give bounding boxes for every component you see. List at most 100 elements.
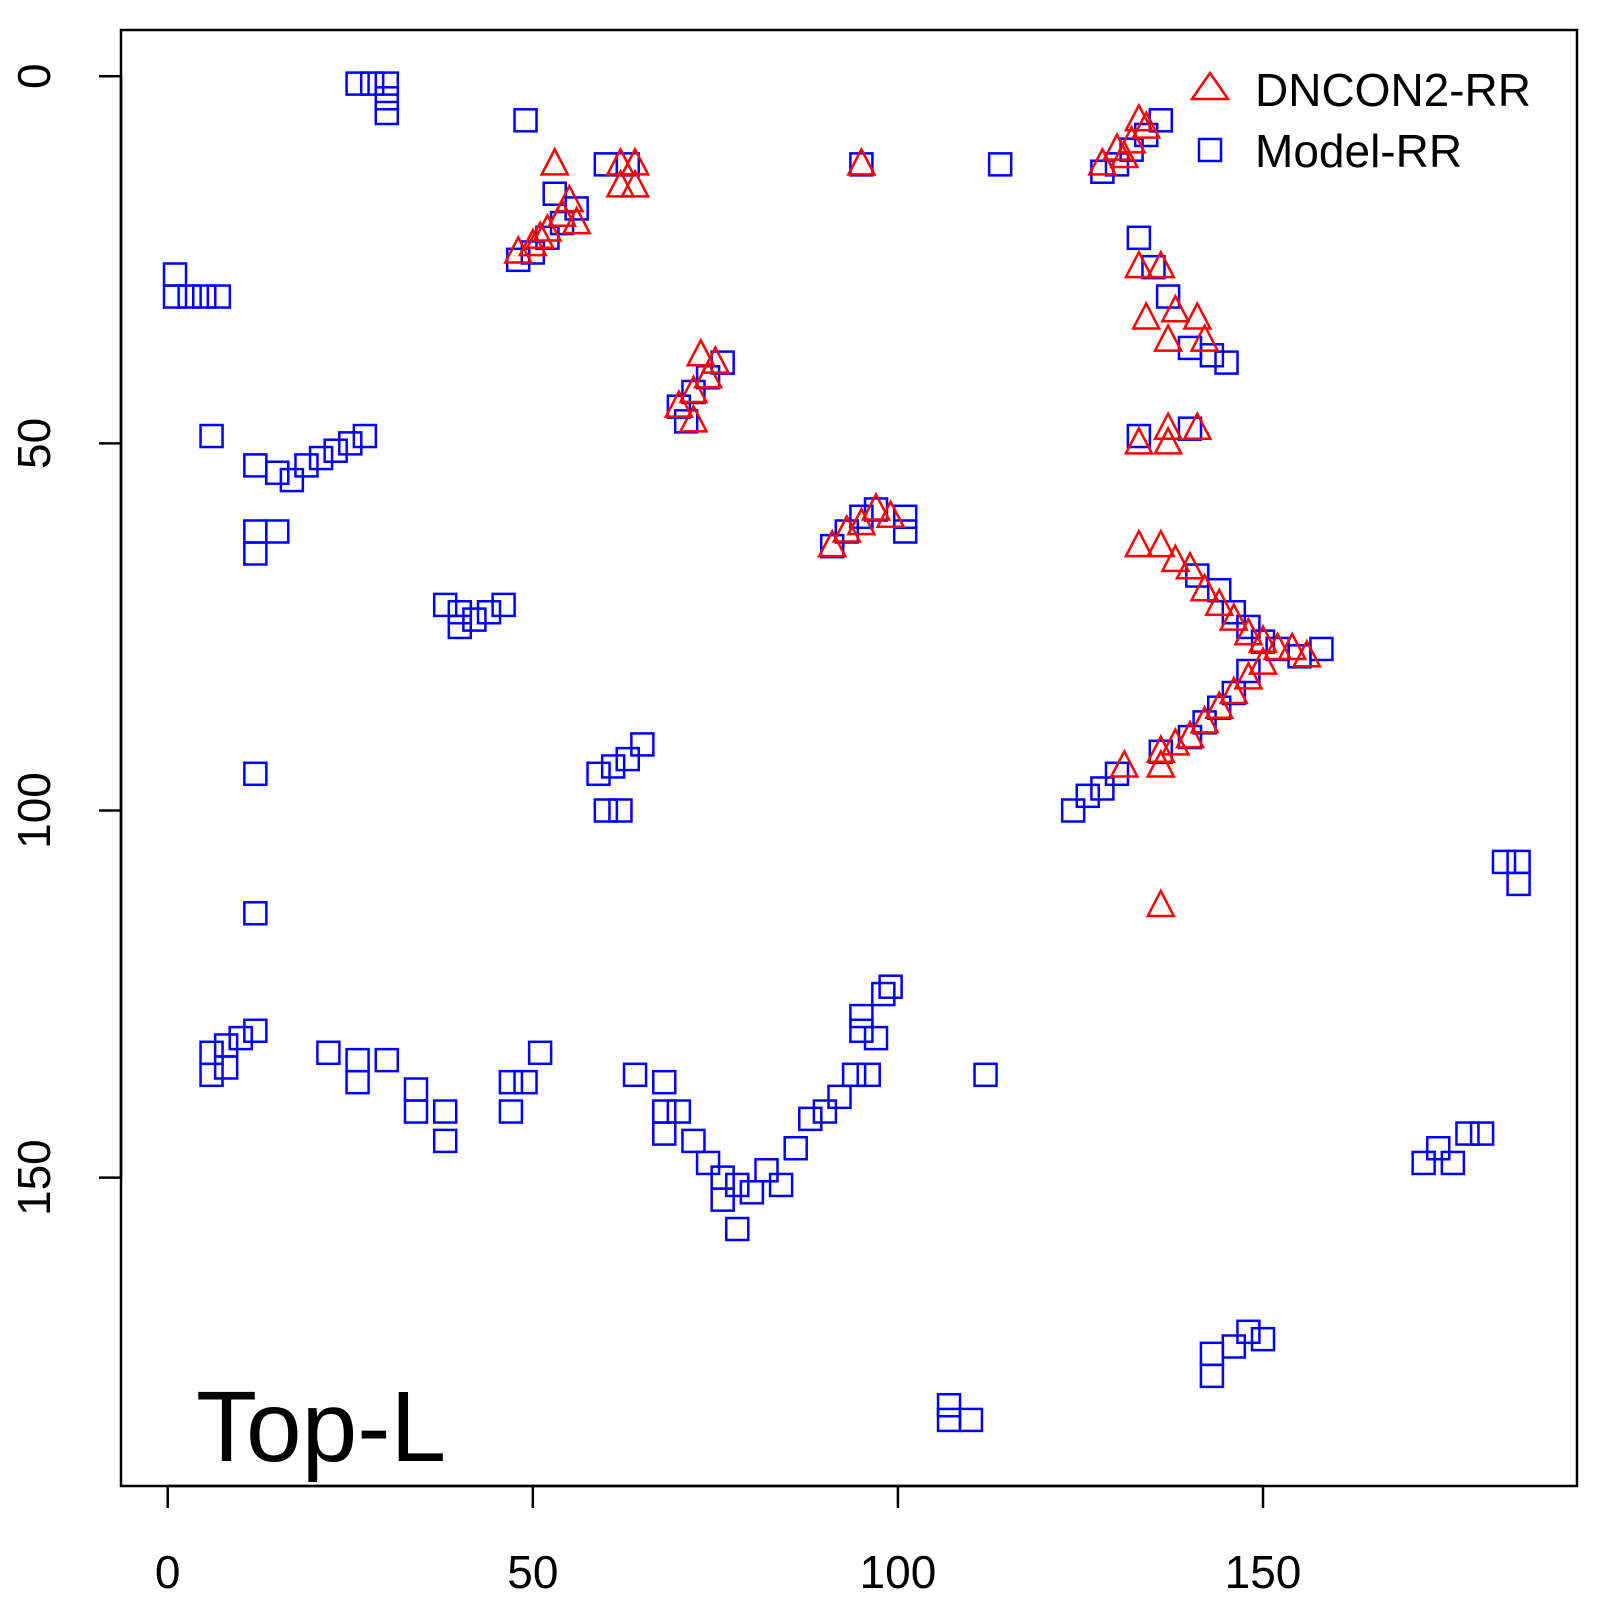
data-point-dncon2-rr xyxy=(1145,249,1176,279)
data-point-dncon2-rr xyxy=(1153,322,1184,352)
legend-label-model-rr: Model-RR xyxy=(1255,125,1462,177)
data-point-model-rr xyxy=(987,152,1013,177)
data-point-dncon2-rr xyxy=(1189,322,1220,352)
data-point-model-rr xyxy=(491,592,516,618)
data-point-dncon2-rr xyxy=(1247,623,1279,653)
data-point-model-rr xyxy=(878,974,903,999)
data-point-model-rr xyxy=(527,1040,553,1066)
data-point-dncon2-rr xyxy=(619,146,651,176)
data-point-dncon2-rr xyxy=(1218,675,1249,705)
data-point-model-rr xyxy=(432,592,458,618)
data-point-model-rr xyxy=(265,460,290,485)
data-point-model-rr xyxy=(1221,600,1247,625)
y-tick-label: 50 xyxy=(8,418,60,469)
x-tick-label: 0 xyxy=(155,1546,181,1598)
data-point-dncon2-rr xyxy=(1189,704,1220,734)
data-point-model-rr xyxy=(681,1128,706,1154)
data-point-model-rr xyxy=(323,438,348,463)
data-point-dncon2-rr xyxy=(1145,888,1176,918)
data-point-dncon2-rr xyxy=(1204,587,1235,617)
data-point-model-rr xyxy=(812,1099,838,1124)
data-point-dncon2-rr xyxy=(1247,645,1279,675)
data-point-dncon2-rr xyxy=(525,220,556,250)
data-point-model-rr xyxy=(936,1407,962,1433)
data-point-model-rr xyxy=(1214,350,1239,375)
data-point-model-rr xyxy=(768,1172,794,1198)
legend-label-dncon2-rr: DNCON2-RR xyxy=(1255,64,1531,116)
data-point-model-rr xyxy=(308,445,334,471)
data-point-model-rr xyxy=(359,71,385,96)
data-point-model-rr xyxy=(403,1099,429,1124)
data-point-model-rr xyxy=(498,1069,524,1095)
data-point-model-rr xyxy=(1090,776,1115,801)
data-point-model-rr xyxy=(1426,1135,1451,1161)
data-point-dncon2-rr xyxy=(1233,616,1264,646)
data-point-model-rr xyxy=(1126,423,1152,449)
data-point-dncon2-rr xyxy=(846,506,877,536)
data-point-dncon2-rr xyxy=(1145,528,1176,558)
data-point-model-rr xyxy=(725,1216,750,1242)
x-tick-label: 50 xyxy=(507,1546,558,1598)
x-tick-label: 150 xyxy=(1225,1546,1302,1598)
y-tick-label: 100 xyxy=(8,772,60,849)
data-point-model-rr xyxy=(1236,614,1261,640)
data-point-model-rr xyxy=(725,1172,750,1198)
data-point-dncon2-rr xyxy=(1182,300,1213,330)
data-point-model-rr xyxy=(199,423,224,449)
data-point-model-rr xyxy=(316,1040,341,1066)
data-point-model-rr xyxy=(1236,1319,1261,1345)
legend: DNCON2-RR Model-RR xyxy=(1189,64,1531,177)
data-point-dncon2-rr xyxy=(1101,131,1133,161)
data-point-model-rr xyxy=(630,732,655,757)
data-point-model-rr xyxy=(600,754,626,779)
data-point-dncon2-rr xyxy=(1123,528,1154,558)
data-point-dncon2-rr xyxy=(1189,572,1220,602)
data-point-dncon2-rr xyxy=(503,234,534,264)
x-axis: 0 50 100 150 xyxy=(155,1484,1302,1598)
data-point-model-rr xyxy=(213,1033,239,1058)
data-point-model-rr xyxy=(608,798,633,823)
legend-marker-model-rr xyxy=(1197,137,1223,163)
series-layer xyxy=(162,71,1531,1433)
data-point-dncon2-rr xyxy=(532,212,563,242)
data-point-model-rr xyxy=(695,1150,721,1176)
data-point-model-rr xyxy=(476,600,502,625)
data-point-dncon2-rr xyxy=(605,168,636,198)
data-point-model-rr xyxy=(403,1077,429,1102)
data-point-model-rr xyxy=(352,423,378,449)
data-point-model-rr xyxy=(849,1003,874,1029)
data-point-model-rr xyxy=(1075,783,1101,809)
data-point-model-rr xyxy=(1236,658,1261,684)
data-point-dncon2-rr xyxy=(1160,543,1191,573)
data-point-model-rr xyxy=(1455,1121,1480,1146)
data-point-model-rr xyxy=(206,284,232,309)
data-point-dncon2-rr xyxy=(1262,631,1293,661)
data-point-model-rr xyxy=(652,1099,677,1124)
data-point-model-rr xyxy=(294,453,319,478)
data-point-model-rr xyxy=(827,1084,852,1110)
data-point-dncon2-rr xyxy=(1153,410,1184,440)
data-point-dncon2-rr xyxy=(860,491,892,521)
data-point-dncon2-rr xyxy=(1123,425,1154,455)
data-point-model-rr xyxy=(1506,849,1531,875)
data-point-model-rr xyxy=(849,1018,874,1044)
data-point-dncon2-rr xyxy=(685,337,716,367)
data-point-model-rr xyxy=(798,1106,823,1132)
data-point-model-rr xyxy=(1199,1341,1225,1367)
data-point-model-rr xyxy=(162,284,188,309)
data-point-dncon2-rr xyxy=(693,359,724,389)
plot-frame xyxy=(119,28,1579,1488)
data-point-dncon2-rr xyxy=(1153,425,1184,455)
data-point-model-rr xyxy=(1199,1363,1225,1389)
data-point-model-rr xyxy=(243,453,268,478)
data-point-dncon2-rr xyxy=(1218,601,1249,631)
data-point-model-rr xyxy=(1155,284,1181,309)
data-point-model-rr xyxy=(710,1165,735,1190)
data-point-model-rr xyxy=(936,1392,962,1418)
data-point-model-rr xyxy=(1060,798,1086,823)
data-point-model-rr xyxy=(615,746,641,772)
data-point-model-rr xyxy=(1440,1150,1466,1176)
data-point-dncon2-rr xyxy=(1109,748,1140,778)
